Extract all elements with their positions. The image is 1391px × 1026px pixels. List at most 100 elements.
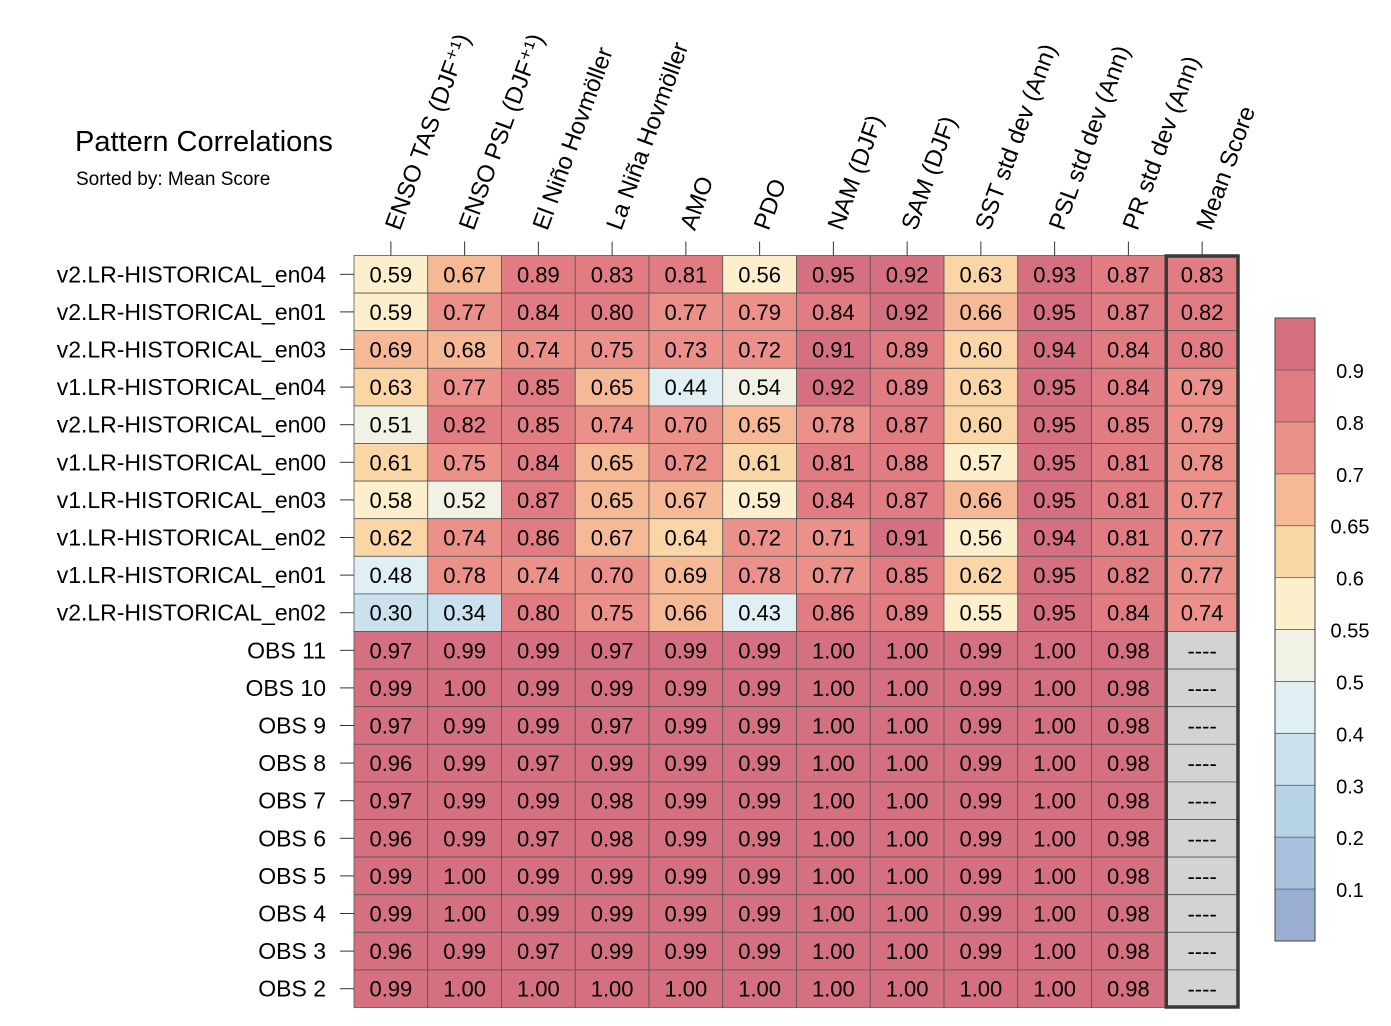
heatmap-cell — [353, 781, 429, 820]
heatmap-cell — [722, 405, 797, 444]
cell-value-label: 0.84 — [812, 300, 855, 325]
cell-value-label: 0.87 — [886, 488, 929, 513]
cell-value-label: 0.97 — [517, 939, 560, 964]
row-label: OBS 4 — [258, 901, 326, 927]
cell-value-label: 0.81 — [1107, 488, 1150, 513]
cell-value-label: ---- — [1187, 751, 1216, 776]
cell-value-label: 0.99 — [443, 789, 486, 814]
row-label: v2.LR-HISTORICAL_en04 — [57, 261, 327, 287]
cell-value-label: ---- — [1187, 676, 1216, 701]
heatmap-cell — [869, 405, 945, 444]
cell-value-label: 0.99 — [959, 902, 1002, 927]
heatmap-cell — [648, 856, 724, 896]
colorbar-tick-label: 0.3 — [1336, 776, 1364, 798]
heatmap-cell — [574, 631, 650, 670]
cell-value-label: 0.70 — [591, 563, 634, 588]
chart-title: Pattern Correlations — [75, 126, 333, 158]
cell-value-label: 0.75 — [443, 450, 486, 475]
heatmap-cell — [648, 706, 724, 745]
heatmap-cell — [648, 894, 724, 933]
heatmap-cell — [427, 668, 502, 708]
colorbar-tick-label: 0.6 — [1336, 569, 1364, 591]
cell-value-label: 0.95 — [1033, 375, 1076, 400]
heatmap-cell — [501, 969, 576, 1008]
heatmap-cell — [1164, 931, 1240, 971]
cell-value-label: 0.99 — [664, 676, 707, 701]
heatmap-cell — [1164, 443, 1240, 482]
cell-value-label: 0.89 — [886, 601, 929, 626]
row-label: v2.LR-HISTORICAL_en01 — [57, 299, 326, 325]
heatmap-cell — [1164, 518, 1240, 557]
row-label: v2.LR-HISTORICAL_en03 — [57, 337, 326, 363]
heatmap-cell — [1091, 894, 1166, 933]
cell-value-label: 0.52 — [443, 488, 486, 513]
heatmap-cell — [501, 894, 576, 933]
cell-value-label: 0.77 — [443, 375, 486, 400]
cell-value-label: 1.00 — [812, 676, 855, 701]
heatmap-cell — [574, 931, 650, 971]
heatmap-cell — [943, 743, 1019, 783]
cell-value-label: 1.00 — [1033, 902, 1076, 927]
heatmap-cell — [501, 631, 576, 670]
row-label: OBS 7 — [258, 788, 326, 814]
cell-value-label: 0.99 — [664, 751, 707, 776]
heatmap-cell — [574, 518, 650, 557]
cell-value-label: 0.98 — [1107, 864, 1150, 889]
cell-value-label: 0.97 — [591, 638, 634, 663]
row-label: OBS 3 — [258, 938, 326, 964]
heatmap-cell — [648, 668, 724, 708]
cell-value-label: 0.89 — [886, 338, 929, 363]
heatmap-cell — [1164, 819, 1240, 858]
cell-value-label: 0.82 — [1107, 563, 1150, 588]
cell-value-label: 0.99 — [443, 939, 486, 964]
cell-value-label: 0.60 — [959, 338, 1002, 363]
cell-value-label: 0.84 — [1107, 338, 1150, 363]
cell-value-label: 0.34 — [443, 601, 486, 626]
cell-value-label: 0.98 — [591, 789, 634, 814]
cell-value-label: 0.74 — [517, 338, 560, 363]
heatmap-cell — [943, 405, 1019, 444]
heatmap-cell — [501, 781, 576, 820]
cell-value-label: 0.99 — [959, 826, 1002, 851]
cell-value-label: 0.85 — [517, 375, 560, 400]
cell-value-label: 0.91 — [886, 526, 929, 551]
cell-value-label: 0.86 — [517, 526, 560, 551]
cell-value-label: 0.72 — [664, 450, 707, 475]
heatmap-cell — [1091, 969, 1166, 1008]
heatmap-cell — [1017, 668, 1092, 708]
column-labels: ENSO TAS (DJF⁺¹)ENSO PSL (DJF⁺¹)El Niño … — [380, 30, 1261, 256]
row-label: v1.LR-HISTORICAL_en01 — [57, 562, 326, 588]
column-label: El Niño Hovmöller — [528, 44, 619, 234]
cell-value-label: 0.97 — [591, 714, 634, 739]
mean-score-outline — [1164, 254, 1240, 1009]
heatmap-cell — [722, 555, 797, 595]
colorbar-tick-label: 0.7 — [1336, 465, 1364, 487]
cell-value-label: 0.99 — [738, 751, 781, 776]
cell-value-label: 0.89 — [886, 375, 929, 400]
cell-value-label: 0.51 — [369, 413, 412, 438]
cell-value-label: 0.99 — [959, 638, 1002, 663]
cell-value-label: 0.82 — [1181, 300, 1224, 325]
cell-value-label: 0.99 — [664, 902, 707, 927]
heatmap-cell — [1164, 781, 1240, 820]
heatmap-cell — [427, 743, 502, 783]
cell-value-label: 1.00 — [886, 638, 929, 663]
cell-value-label: 0.99 — [369, 676, 412, 701]
cell-value-label: 1.00 — [812, 977, 855, 1002]
cell-value-label: 0.99 — [664, 864, 707, 889]
cell-value-label: 0.99 — [517, 714, 560, 739]
heatmap-cell — [648, 443, 724, 482]
cell-value-label: 1.00 — [1033, 789, 1076, 814]
cell-value-label: 0.66 — [959, 300, 1002, 325]
heatmap-cell — [943, 555, 1019, 595]
row-label: v1.LR-HISTORICAL_en02 — [57, 525, 326, 551]
heatmap-cell — [796, 443, 871, 482]
row-label: OBS 11 — [247, 637, 326, 663]
heatmap-cell — [869, 743, 945, 783]
heatmap-cell — [574, 443, 650, 482]
cell-value-label: 0.75 — [591, 601, 634, 626]
heatmap-cell — [1017, 330, 1092, 369]
heatmap-cell — [1091, 631, 1166, 670]
cell-value-label: 0.99 — [369, 977, 412, 1002]
